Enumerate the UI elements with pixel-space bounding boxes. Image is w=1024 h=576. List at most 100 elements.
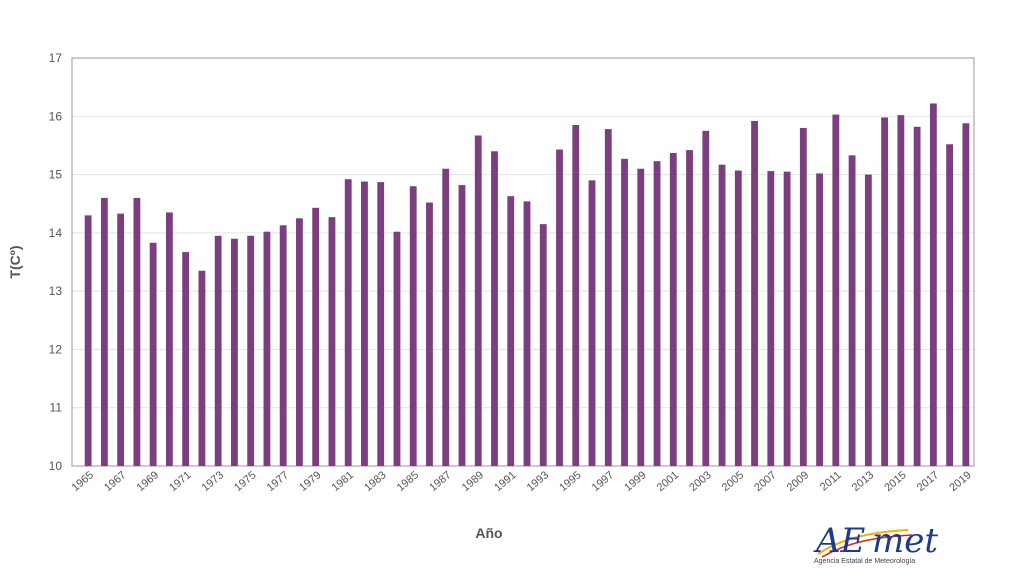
bar-1981 (344, 179, 352, 466)
x-tick-label: 1991 (492, 469, 518, 494)
bar-1985 (409, 186, 417, 466)
bar-1968 (133, 197, 141, 466)
bar-1983 (377, 182, 385, 467)
y-axis-ticks: 10 11 12 13 14 15 16 17 (49, 51, 63, 473)
x-tick-label: 2013 (850, 469, 876, 494)
x-tick-label: 1995 (557, 469, 583, 494)
bar-1976 (263, 231, 271, 466)
bar-2007 (767, 171, 775, 466)
bar-1975 (247, 235, 255, 466)
x-tick-label: 1973 (200, 469, 226, 494)
aemet-logo: AE met (813, 521, 938, 561)
x-tick-label: 2003 (687, 469, 713, 494)
y-tick-label: 11 (50, 401, 63, 415)
bar-2001 (669, 153, 677, 466)
bar-1987 (442, 168, 450, 466)
x-tick-label: 1977 (265, 469, 291, 494)
x-axis-title: Año (475, 525, 502, 541)
bar-1999 (637, 168, 645, 466)
y-tick-label: 10 (49, 459, 63, 473)
bar-1974 (231, 238, 238, 466)
aemet-logo-caption: Agencia Estatal de Meteorología (814, 558, 916, 565)
bar-2000 (653, 161, 661, 466)
bar-1994 (556, 149, 563, 466)
bar-2016 (913, 126, 921, 466)
bar-1990 (491, 151, 498, 466)
bar-1965 (84, 215, 92, 466)
bar-2013 (864, 174, 872, 467)
x-tick-label: 1971 (167, 469, 193, 494)
x-tick-label: 1979 (297, 469, 323, 494)
bar-2015 (897, 115, 905, 467)
x-tick-label: 2011 (818, 469, 844, 493)
x-tick-label: 2019 (947, 469, 973, 494)
x-tick-label: 1967 (102, 469, 128, 494)
bar-2002 (686, 150, 693, 466)
bar-1978 (296, 218, 303, 466)
y-tick-label: 16 (49, 109, 63, 123)
bar-1984 (393, 231, 401, 466)
bar-1982 (361, 181, 368, 466)
bar-2006 (751, 120, 758, 466)
bar-2005 (734, 170, 742, 466)
bar-1998 (621, 158, 628, 466)
bar-1970 (165, 212, 173, 466)
bars (84, 103, 970, 467)
bar-2010 (816, 173, 823, 467)
x-tick-label: 1985 (395, 469, 421, 494)
bar-1967 (117, 213, 125, 466)
bar-2012 (848, 155, 856, 466)
bar-1969 (149, 242, 157, 466)
bar-2014 (881, 117, 889, 467)
bar-1966 (100, 197, 108, 466)
bar-1992 (523, 201, 531, 466)
bar-2018 (946, 144, 954, 466)
bar-1997 (604, 129, 612, 466)
y-tick-label: 15 (49, 168, 63, 182)
x-tick-label: 1993 (525, 469, 551, 494)
gridlines (72, 57, 974, 467)
bar-1971 (182, 252, 190, 466)
x-tick-label: 1997 (590, 469, 616, 494)
x-tick-label: 1965 (70, 469, 96, 494)
x-tick-label: 1987 (427, 469, 453, 494)
x-tick-label: 2009 (785, 469, 811, 494)
bar-2019 (962, 123, 970, 466)
bar-2017 (929, 103, 937, 466)
bar-2009 (799, 127, 807, 466)
bar-2003 (702, 130, 710, 466)
x-tick-label: 2015 (882, 469, 908, 494)
bar-2011 (832, 114, 840, 466)
bar-1972 (198, 270, 206, 466)
svg-text:AE: AE (813, 521, 866, 561)
x-axis-ticks: 1965 1967 1969 1971 1973 1975 1977 1979 1981 1983… (70, 469, 974, 494)
bar-1980 (328, 217, 336, 466)
x-tick-label: 1999 (622, 469, 648, 494)
y-axis-title: T(Cº) (7, 245, 23, 278)
y-tick-label: 13 (49, 284, 63, 298)
x-tick-label: 1981 (330, 469, 356, 494)
bar-1993 (539, 224, 547, 466)
x-tick-label: 2007 (752, 469, 778, 494)
y-tick-label: 17 (49, 51, 63, 65)
bar-1989 (474, 135, 482, 466)
bar-2004 (718, 164, 726, 467)
x-tick-label: 1989 (460, 469, 486, 494)
bar-1977 (279, 225, 287, 466)
y-tick-label: 12 (49, 342, 63, 356)
x-tick-label: 1969 (135, 469, 161, 494)
bar-1995 (572, 125, 580, 467)
x-tick-label: 2017 (915, 469, 941, 494)
y-tick-label: 14 (49, 226, 63, 240)
bar-1996 (588, 180, 596, 466)
bar-2008 (783, 171, 791, 466)
x-tick-label: 2001 (655, 469, 681, 494)
x-tick-label: 2005 (720, 469, 746, 494)
bar-1979 (312, 207, 320, 466)
x-tick-label: 1983 (362, 469, 388, 494)
bar-1991 (507, 196, 515, 466)
bar-1986 (426, 202, 433, 466)
svg-text:met: met (872, 521, 938, 561)
bar-1988 (458, 185, 466, 466)
